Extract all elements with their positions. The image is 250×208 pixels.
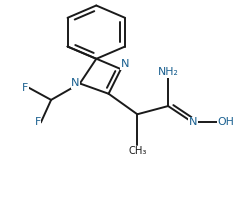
Text: F: F bbox=[34, 118, 41, 128]
Text: NH₂: NH₂ bbox=[158, 67, 178, 77]
Text: OH: OH bbox=[217, 118, 234, 128]
Text: N: N bbox=[121, 59, 130, 69]
Text: F: F bbox=[22, 83, 28, 93]
Text: CH₃: CH₃ bbox=[128, 146, 146, 156]
Text: N: N bbox=[71, 78, 80, 88]
Text: N: N bbox=[188, 118, 197, 128]
